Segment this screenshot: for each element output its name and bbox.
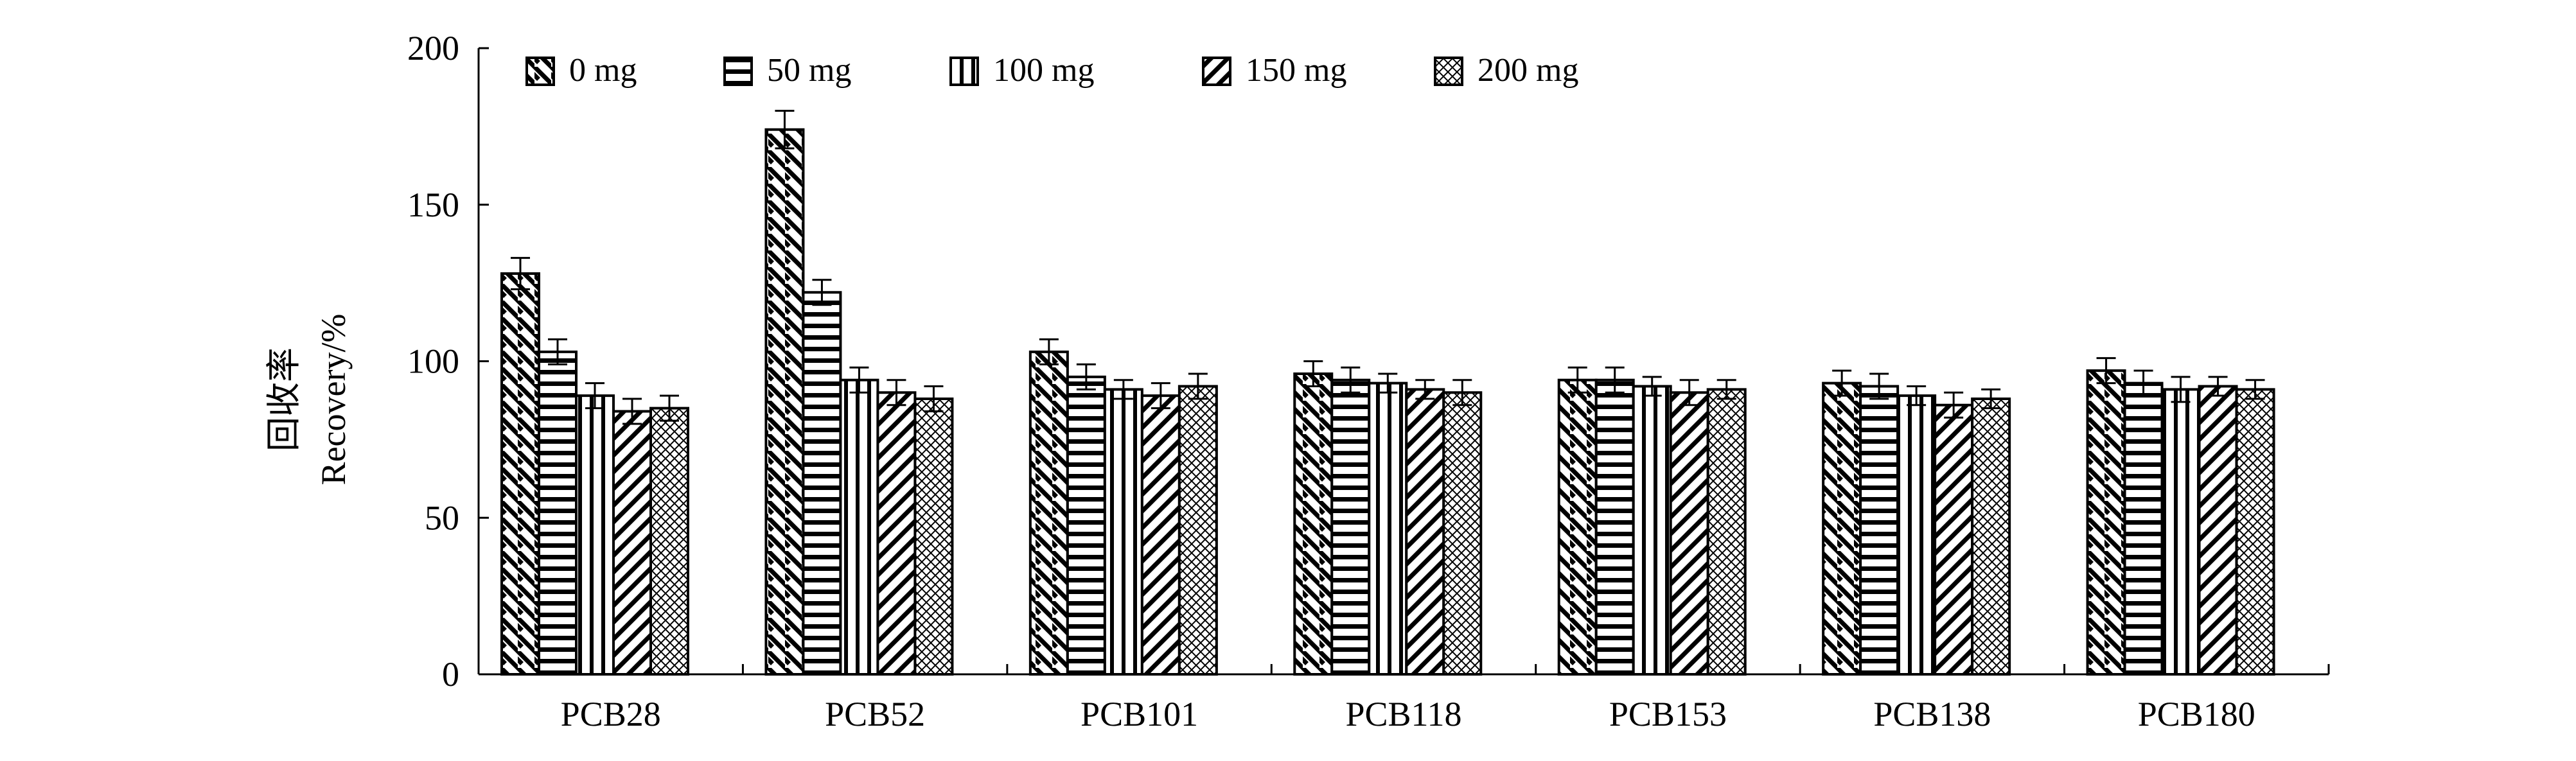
bar [839, 378, 879, 676]
bar [1066, 375, 1106, 676]
bar [1103, 388, 1143, 676]
bar [1594, 378, 1635, 676]
bar [2160, 388, 2201, 676]
bar [612, 410, 652, 676]
bar [1971, 398, 2011, 676]
legend-swatch [723, 57, 753, 86]
x-tick-label: PCB180 [2138, 695, 2255, 733]
y-tick-label: 100 [407, 342, 459, 381]
legend-label: 50 mg [767, 52, 851, 89]
y-axis-title: 回收率 Recovery/% [265, 314, 353, 485]
bar [1669, 391, 1709, 676]
legend-label: 150 mg [1246, 52, 1346, 89]
y-axis-title-en: Recovery/% [314, 314, 353, 485]
legend-swatch [1434, 57, 1463, 86]
x-tick-label: PCB28 [561, 695, 661, 733]
legend: 0 mg 50 mg 100 mg 150 mg 200 mg [525, 52, 1578, 89]
bar [1330, 378, 1371, 676]
bar [575, 394, 615, 676]
bar [1934, 403, 1974, 676]
x-tick-label: PCB138 [1873, 695, 1991, 733]
legend-label: 100 mg [993, 52, 1094, 89]
x-tick-label: PCB118 [1345, 695, 1461, 733]
bar [802, 291, 842, 676]
bar [1178, 385, 1218, 676]
bar [1368, 381, 1408, 676]
x-tick-label: PCB101 [1081, 695, 1198, 733]
axes: 0 50 100 150 200 PCB28 PCB52 PCB101 PCB118 PCB153… [407, 29, 2330, 733]
bar [2123, 381, 2164, 676]
bar [1442, 391, 1483, 676]
y-tick-label: 150 [407, 186, 459, 224]
legend-swatch [1202, 57, 1231, 86]
bar [649, 407, 689, 676]
bar [1140, 394, 1181, 676]
bar [500, 272, 540, 676]
y-tick-label: 50 [425, 498, 459, 537]
bar [2235, 388, 2275, 676]
bar [764, 128, 805, 676]
legend-label: 200 mg [1478, 52, 1578, 89]
bar [876, 391, 917, 676]
bar [1632, 385, 1672, 676]
legend-swatch [525, 57, 555, 86]
y-tick-label: 200 [407, 29, 459, 67]
bars [500, 110, 2275, 676]
bar [1706, 388, 1747, 676]
x-tick-label: PCB153 [1609, 695, 1727, 733]
bar [1896, 394, 1937, 676]
legend-label: 0 mg [569, 52, 637, 89]
bar [2086, 369, 2126, 676]
bar [913, 398, 954, 676]
legend-swatch [949, 57, 979, 86]
x-tick-label: PCB52 [825, 695, 925, 733]
bar [1822, 381, 1862, 676]
bar [2198, 385, 2238, 676]
bar [538, 350, 578, 676]
bar [1859, 385, 1900, 676]
bar [1557, 378, 1598, 676]
bar [1405, 388, 1445, 676]
bar [1028, 350, 1069, 676]
y-axis-title-cn: 回收率 [265, 347, 303, 451]
y-tick-label: 0 [442, 655, 459, 694]
bar [1293, 372, 1334, 676]
